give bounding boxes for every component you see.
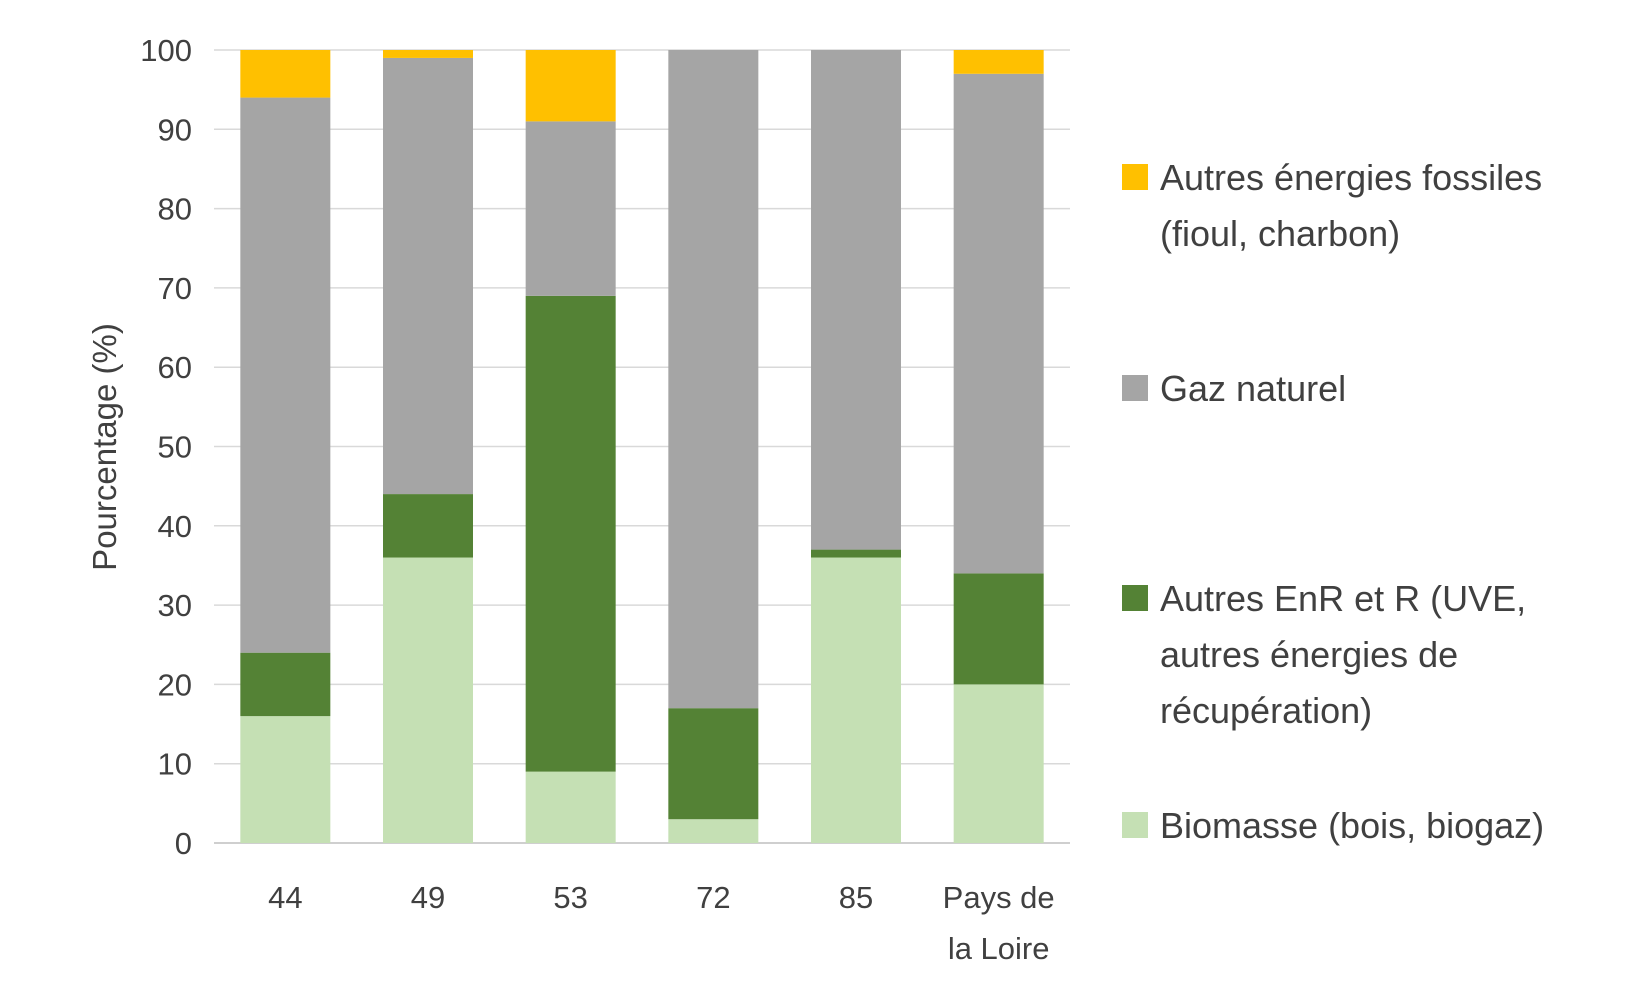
x-tick-label: 85 bbox=[839, 880, 873, 915]
legend-label: Biomasse (bois, biogaz) bbox=[1160, 805, 1544, 846]
bar-segment bbox=[240, 97, 331, 653]
bar-segment bbox=[525, 121, 616, 296]
bar-segment bbox=[668, 819, 759, 843]
legend-swatch bbox=[1122, 164, 1148, 190]
y-tick-label: 100 bbox=[140, 33, 192, 68]
y-tick-label: 90 bbox=[158, 112, 192, 147]
legend-swatch bbox=[1122, 585, 1148, 611]
bar-segment bbox=[811, 50, 901, 550]
y-tick-label: 70 bbox=[158, 271, 192, 306]
bar-segment bbox=[811, 557, 901, 843]
legend-label: Gaz naturel bbox=[1160, 368, 1346, 409]
x-tick-label: 49 bbox=[411, 880, 445, 915]
y-axis-title: Pourcentage (%) bbox=[86, 323, 123, 571]
legend: Autres énergies fossiles (fioul, charbon)… bbox=[1122, 157, 1544, 846]
bar-segment bbox=[383, 50, 473, 58]
bar-segment bbox=[953, 50, 1044, 74]
bar-segment bbox=[953, 73, 1044, 574]
bar-segment bbox=[668, 708, 759, 820]
bar-segment bbox=[240, 652, 331, 717]
x-tick-label: 53 bbox=[553, 880, 587, 915]
x-tick-label: Pays de la Loire bbox=[943, 880, 1055, 966]
legend-label: Autres énergies fossiles (fioul, charbon) bbox=[1160, 157, 1542, 254]
x-tick-label: 72 bbox=[696, 880, 730, 915]
bar-segment bbox=[383, 494, 473, 558]
legend-swatch bbox=[1122, 375, 1148, 401]
y-tick-label: 50 bbox=[158, 430, 192, 465]
y-tick-label: 60 bbox=[158, 350, 192, 385]
bar-segment bbox=[953, 684, 1044, 843]
legend-swatch bbox=[1122, 812, 1148, 838]
y-tick-label: 40 bbox=[158, 509, 192, 544]
bar-segment bbox=[525, 295, 616, 772]
x-tick-label: 44 bbox=[268, 880, 302, 915]
bar-segment bbox=[525, 50, 616, 122]
bars bbox=[240, 50, 1044, 843]
y-tick-label: 20 bbox=[158, 667, 192, 702]
bar-segment bbox=[383, 57, 473, 495]
y-tick-label: 10 bbox=[158, 747, 192, 782]
bar-segment bbox=[811, 549, 901, 558]
bar-segment bbox=[525, 771, 616, 843]
bar-segment bbox=[383, 557, 473, 843]
bar-segment bbox=[240, 716, 331, 843]
bar-segment bbox=[953, 573, 1044, 685]
bar-segment bbox=[668, 50, 759, 709]
grid-lines bbox=[214, 49, 1070, 844]
y-tick-label: 0 bbox=[175, 826, 192, 861]
y-tick-label: 80 bbox=[158, 192, 192, 227]
bar-segment bbox=[240, 50, 331, 98]
y-tick-label: 30 bbox=[158, 588, 192, 623]
legend-label: Autres EnR et R (UVE, autres énergies de r… bbox=[1160, 578, 1526, 731]
axes: 0 10 20 30 40 50 60 70 80 90 100 44 49 53 72 85 Pays de l… bbox=[86, 33, 1055, 966]
